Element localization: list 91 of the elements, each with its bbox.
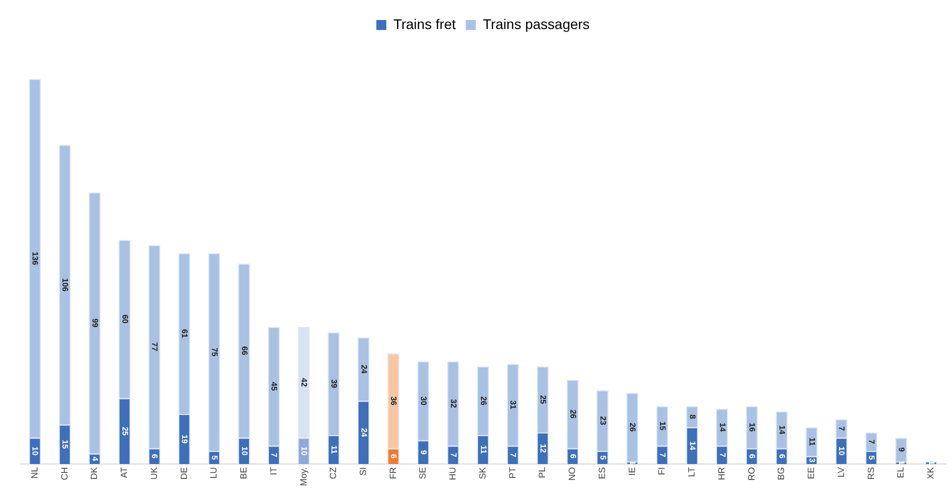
- x-tick-label: DK: [89, 467, 100, 480]
- data-label: 5: [598, 455, 608, 460]
- data-label: 32: [448, 399, 458, 408]
- data-label: 7: [658, 452, 668, 458]
- data-label: 136: [30, 252, 40, 266]
- data-label: 42: [300, 378, 309, 388]
- data-label: 26: [628, 422, 638, 432]
- data-label: 10: [837, 446, 846, 456]
- x-tick-label: CZ: [328, 466, 338, 480]
- data-label: 15: [658, 421, 668, 431]
- data-label: 14: [778, 425, 787, 435]
- x-tick-label: AT: [119, 466, 130, 478]
- data-label: 11: [329, 445, 338, 454]
- data-label: 45: [270, 382, 279, 392]
- data-label: 7: [837, 426, 846, 432]
- x-tick-label: SK: [477, 467, 488, 480]
- x-tick-label: DE: [178, 467, 189, 480]
- data-label: 9: [419, 450, 428, 456]
- data-label: 26: [568, 410, 578, 420]
- data-label: 10: [30, 446, 40, 456]
- x-tick-label: LT: [686, 466, 697, 478]
- data-label: 15: [60, 440, 70, 450]
- x-tick-label: Moy.: [298, 467, 308, 486]
- data-label: 6: [568, 454, 578, 460]
- data-label: 26: [478, 396, 488, 406]
- data-label: 6: [389, 454, 398, 460]
- data-label: 11: [478, 445, 488, 454]
- data-label: 61: [180, 329, 190, 339]
- x-tick-label: PL: [537, 467, 548, 478]
- x-tick-label: RS: [866, 467, 876, 480]
- data-label: 10: [300, 446, 309, 456]
- data-label: 4: [90, 456, 100, 462]
- data-label: 25: [120, 426, 130, 436]
- data-label: 106: [60, 278, 70, 292]
- data-label: 14: [688, 441, 697, 451]
- x-tick-label: SI: [358, 467, 368, 476]
- data-label: 6: [778, 454, 787, 460]
- data-label: 10: [240, 446, 249, 456]
- data-label: 66: [240, 346, 249, 356]
- data-label: 7: [718, 452, 727, 458]
- data-label: 39: [329, 379, 338, 389]
- x-tick-label: IT: [268, 466, 278, 476]
- x-tick-label: SE: [418, 467, 428, 480]
- x-tick-label: BG: [776, 467, 786, 480]
- data-label: 30: [419, 396, 428, 406]
- x-tick-label: ES: [596, 467, 607, 480]
- data-label: 24: [359, 428, 368, 438]
- data-label: 60: [120, 314, 130, 324]
- data-label: 7: [448, 452, 458, 458]
- data-label: 8: [688, 414, 697, 420]
- data-label: 11: [807, 438, 816, 447]
- data-label: 99: [90, 318, 100, 328]
- x-tick-label: RO: [746, 467, 756, 481]
- x-tick-label: FR: [388, 466, 398, 480]
- x-tick-label: EE: [806, 467, 816, 480]
- legend-label: Trains fret: [393, 16, 456, 32]
- x-tick-label: CH: [59, 467, 70, 480]
- x-tick-label: HU: [448, 467, 458, 480]
- x-tick-label: UK: [148, 467, 159, 480]
- data-label: 7: [270, 452, 279, 458]
- x-tick-label: FI: [656, 467, 667, 476]
- data-label: 75: [210, 348, 219, 358]
- x-tick-label: NO: [567, 467, 578, 481]
- data-label: 23: [598, 416, 608, 426]
- data-label: 6: [748, 454, 757, 460]
- data-label: 77: [150, 342, 160, 352]
- x-tick-label: PT: [507, 466, 518, 479]
- data-label: 7: [508, 452, 518, 458]
- data-label: 6: [150, 454, 160, 460]
- x-tick-label: BE: [238, 467, 249, 480]
- x-tick-label: HR: [716, 466, 726, 480]
- x-tick-label: IE: [626, 467, 637, 476]
- data-label: 3: [807, 458, 816, 463]
- x-tick-label: NL: [29, 467, 40, 479]
- data-label: 16: [748, 422, 757, 432]
- data-label: 7: [867, 440, 876, 445]
- x-tick-label: XK: [926, 467, 936, 480]
- data-label: 36: [389, 396, 398, 406]
- data-label: 12: [538, 444, 548, 454]
- data-label: 31: [508, 400, 518, 410]
- x-tick-label: LU: [208, 467, 219, 479]
- data-label: 24: [359, 364, 368, 374]
- data-label: 9: [896, 447, 906, 452]
- x-tick-label: LV: [836, 467, 846, 478]
- x-tick-label: EL: [896, 467, 906, 478]
- data-label: 19: [180, 434, 190, 444]
- data-label: 5: [867, 455, 876, 460]
- data-label: 14: [718, 422, 727, 432]
- legend-label: Trains passagers: [482, 16, 590, 32]
- data-label: 5: [210, 455, 219, 460]
- data-label: 25: [538, 395, 548, 405]
